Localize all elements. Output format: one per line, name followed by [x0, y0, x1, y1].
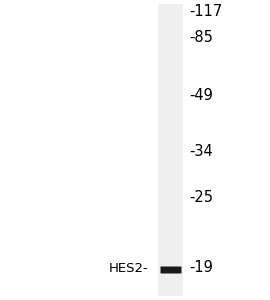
Text: -25: -25	[189, 190, 213, 205]
Text: HES2-: HES2-	[108, 262, 148, 275]
Text: -49: -49	[189, 88, 213, 103]
Text: -19: -19	[189, 260, 213, 275]
Text: -34: -34	[189, 145, 213, 160]
Bar	[158, 4, 183, 296]
Text: -117: -117	[189, 4, 222, 20]
FancyBboxPatch shape	[160, 266, 181, 274]
Text: -85: -85	[189, 31, 213, 46]
